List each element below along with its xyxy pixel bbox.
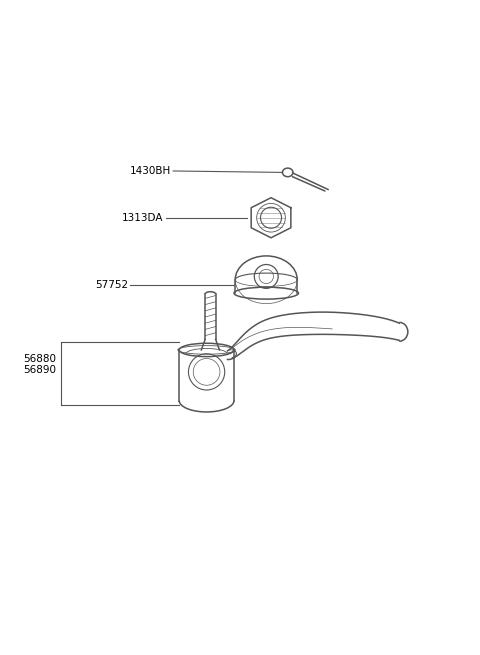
Text: 57752: 57752	[95, 280, 128, 290]
Text: 56880: 56880	[23, 354, 56, 364]
Text: 1430BH: 1430BH	[130, 166, 171, 176]
Text: 56890: 56890	[23, 365, 56, 375]
Text: 1313DA: 1313DA	[122, 213, 164, 223]
